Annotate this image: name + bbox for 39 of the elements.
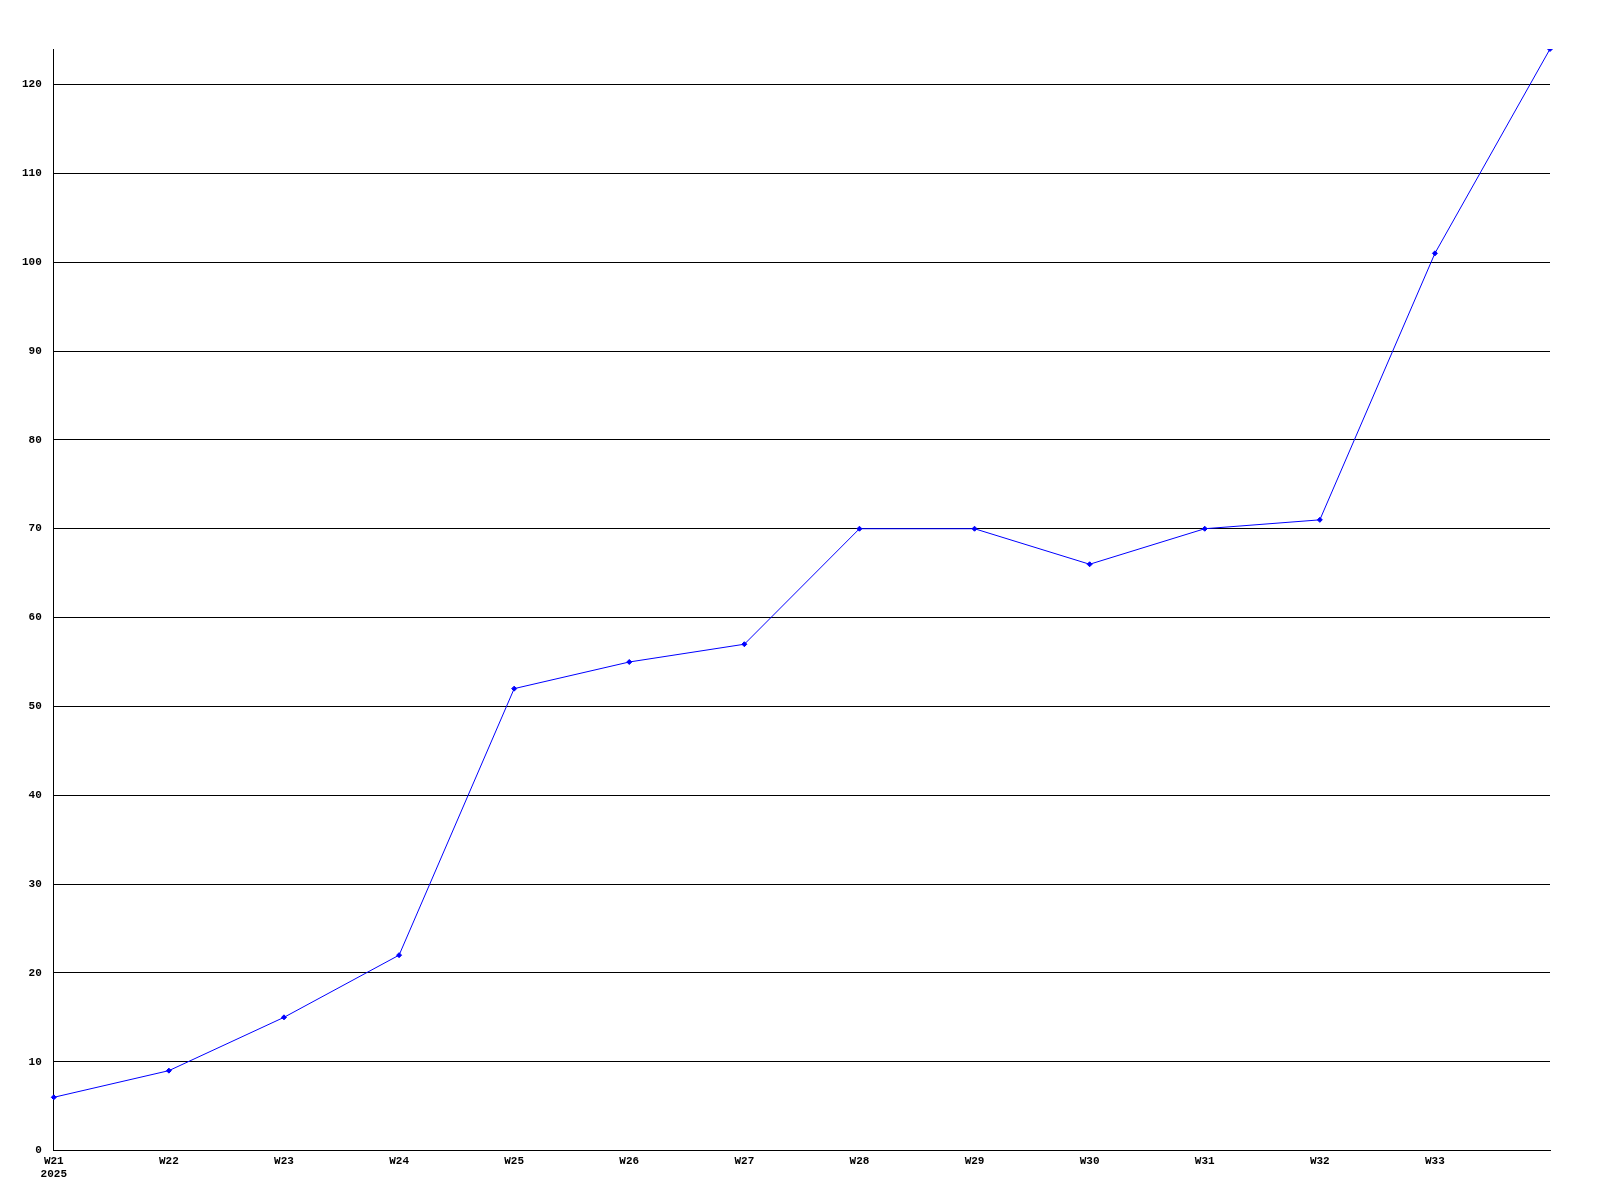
point — [1086, 561, 1093, 568]
y-tick-label: 10 — [28, 1055, 42, 1068]
point — [1316, 516, 1323, 523]
x-tick-label: W25 — [504, 1154, 525, 1167]
y-tick-label: 80 — [28, 433, 42, 446]
point — [1201, 525, 1208, 532]
point — [741, 641, 748, 648]
point — [396, 952, 403, 959]
x-tick-label: W22 — [158, 1154, 179, 1167]
x-tick-label: W32 — [1309, 1154, 1330, 1167]
point — [165, 1067, 172, 1074]
y-tick-label: 120 — [21, 78, 42, 91]
y-tick-label: 90 — [28, 344, 42, 357]
x-tick-label: W29 — [964, 1154, 985, 1167]
x-tick-label: W24 — [389, 1154, 410, 1167]
x-tick-label: W28 — [849, 1154, 870, 1167]
y-tick-label: 100 — [21, 255, 42, 268]
y-tick-label: 20 — [28, 966, 42, 979]
x-tick-label: W30 — [1079, 1154, 1100, 1167]
y-tick-label: 60 — [28, 611, 42, 624]
x-tick-label: W33 — [1425, 1154, 1446, 1167]
x-tick-label: W27 — [734, 1154, 755, 1167]
point — [856, 525, 863, 532]
y-tick-label: 50 — [28, 700, 42, 713]
point — [280, 1014, 287, 1021]
point — [971, 525, 978, 532]
y-tick-label: 30 — [28, 877, 42, 890]
point — [511, 685, 518, 692]
point — [626, 658, 633, 665]
x-tick-label: W23 — [274, 1154, 295, 1167]
x-tick-label: W31 — [1194, 1154, 1216, 1167]
y-tick-label: 40 — [28, 789, 42, 802]
y-tick-label: 70 — [28, 522, 42, 535]
point — [1431, 250, 1438, 257]
y-tick-label: 0 — [35, 1144, 42, 1157]
point — [50, 1094, 57, 1101]
y-tick-label: 110 — [21, 167, 42, 180]
x-tick-label: W26 — [619, 1154, 640, 1167]
x-tick-label: W21 2025 — [40, 1154, 68, 1181]
